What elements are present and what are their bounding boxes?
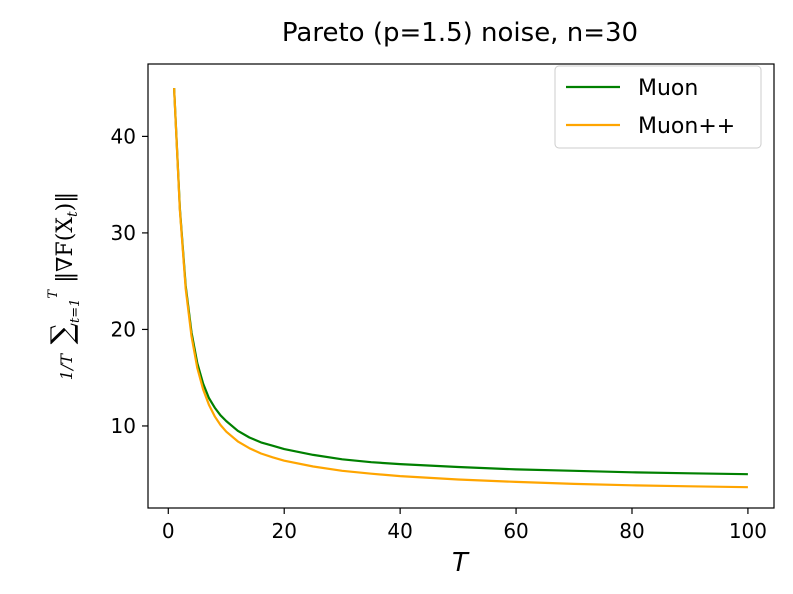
legend-label-muon-plus-plus: Muon++ bbox=[638, 114, 735, 139]
x-tick-label: 60 bbox=[503, 519, 528, 543]
y-axis-label-text: 1/T ∑t=1T ‖∇F(Xt)‖ bbox=[45, 192, 83, 380]
y-tick-label: 30 bbox=[111, 221, 136, 245]
x-axis: 0 20 40 60 80 100 bbox=[162, 508, 767, 543]
y-tick-label: 20 bbox=[111, 317, 136, 341]
y-tick-label: 40 bbox=[111, 124, 136, 148]
plot-frame bbox=[147, 63, 775, 509]
y-axis-label: 1/T ∑t=1T ‖∇F(Xt)‖ bbox=[45, 192, 83, 380]
y-axis: 10 20 30 40 bbox=[111, 124, 148, 438]
legend: Muon Muon++ bbox=[554, 65, 762, 149]
x-tick-label: 80 bbox=[619, 519, 644, 543]
x-tick-label: 0 bbox=[162, 519, 175, 543]
x-tick-label: 20 bbox=[271, 519, 296, 543]
chart-title: Pareto (p=1.5) noise, n=30 bbox=[282, 18, 638, 48]
y-tick-label: 10 bbox=[111, 414, 136, 438]
x-tick-label: 40 bbox=[387, 519, 412, 543]
series-layer bbox=[173, 88, 748, 489]
x-tick-label: 100 bbox=[729, 519, 767, 543]
x-axis-label: T bbox=[452, 548, 470, 578]
legend-label-muon: Muon bbox=[638, 76, 698, 101]
series-line-muon-plus-plus bbox=[173, 88, 748, 489]
